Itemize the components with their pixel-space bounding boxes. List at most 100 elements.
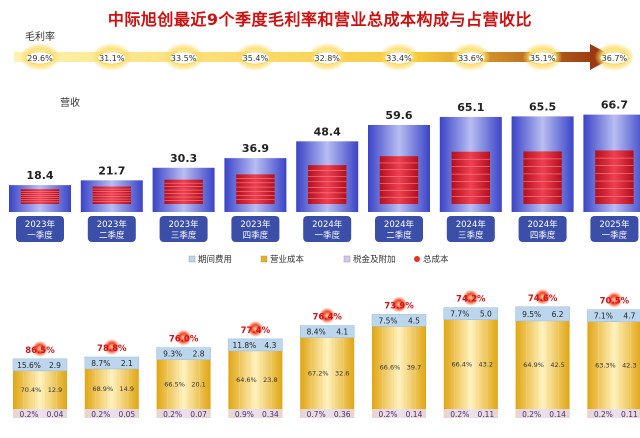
tax-amount-label: 0.07	[190, 410, 207, 419]
tax-segment	[156, 409, 211, 418]
margin-point	[528, 51, 557, 65]
period-expense-amount-label: 4.7	[623, 312, 635, 321]
legend-swatch	[188, 255, 196, 263]
total-cost-pct-label: 73.9%	[384, 301, 414, 311]
operating-cost-segment	[587, 321, 640, 418]
operating-cost-amount-label: 12.9	[48, 386, 62, 394]
operating-cost-segment	[300, 337, 355, 418]
revenue-value-label: 30.3	[170, 152, 197, 165]
legend-swatch	[343, 255, 351, 263]
quarter-label: 一季度	[602, 230, 628, 241]
operating-cost-amount-label: 42.5	[550, 361, 564, 369]
margin-point	[97, 51, 127, 65]
revenue-value-label: 59.6	[385, 109, 412, 122]
legend-label: 税金及附加	[353, 254, 396, 265]
quarter-year-label: 2023年	[25, 219, 56, 230]
operating-cost-pct-label: 63.3%	[595, 361, 616, 369]
margin-point	[384, 51, 414, 65]
revenue-bar-core	[379, 156, 419, 204]
operating-cost-pct-label: 64.6%	[236, 376, 257, 384]
total-cost-marker	[103, 338, 120, 355]
operating-cost-amount-label: 14.9	[120, 385, 134, 393]
margin-point	[456, 51, 486, 65]
period-expense-segment	[371, 314, 427, 327]
total-cost-marker	[32, 340, 48, 357]
tax-amount-label: 0.04	[47, 410, 64, 419]
tax-pct-label: 0.2%	[19, 410, 38, 419]
tax-segment	[587, 409, 640, 418]
quarter-label: 二季度	[99, 230, 125, 241]
legend-swatch	[260, 255, 268, 263]
operating-cost-segment	[515, 320, 570, 418]
total-cost-pct-label: 77.4%	[241, 326, 271, 336]
tax-amount-label: 0.14	[406, 410, 423, 419]
total-cost-pct-label: 76.0%	[169, 335, 199, 345]
revenue-label: 营收	[60, 96, 80, 109]
revenue-value-label: 21.7	[98, 164, 125, 177]
quarter-label: 三季度	[171, 230, 197, 241]
page-title: 中际旭创最近9个季度毛利率和营业总成本构成与占营收比	[107, 10, 533, 29]
tax-amount-label: 0.11	[477, 410, 494, 419]
total-cost-pct-label: 76.4%	[312, 313, 342, 323]
total-cost-pct-label: 86.5%	[25, 346, 55, 356]
period-expense-amount-label: 2.9	[49, 361, 61, 370]
legend-swatch	[414, 256, 420, 262]
legend-label: 期间费用	[198, 254, 232, 265]
revenue-value-label: 48.4	[314, 125, 341, 138]
operating-cost-amount-label: 39.7	[407, 364, 421, 372]
operating-cost-pct-label: 68.9%	[92, 385, 113, 393]
total-cost-marker	[534, 288, 551, 305]
revenue-bar-core	[307, 165, 347, 204]
quarter-label: 一季度	[314, 230, 340, 241]
quarter-label-box	[159, 216, 208, 242]
period-expense-segment	[443, 307, 499, 320]
quarter-year-label: 2024年	[312, 219, 343, 230]
quarter-year-label: 2024年	[528, 219, 559, 230]
tax-segment	[443, 409, 498, 418]
margin-arrow-shaft	[14, 52, 594, 62]
tax-pct-label: 0.9%	[235, 410, 254, 419]
tax-pct-label: 0.2%	[378, 410, 397, 419]
tax-amount-label: 0.36	[334, 410, 351, 419]
operating-cost-segment	[156, 359, 211, 418]
total-cost-pct-label: 70.5%	[600, 297, 630, 307]
tax-segment	[515, 409, 570, 418]
period-expense-pct-label: 15.6%	[17, 361, 41, 370]
period-expense-amount-label: 4.5	[408, 316, 420, 325]
period-expense-segment	[587, 309, 640, 322]
operating-cost-segment	[228, 350, 283, 418]
total-cost-pct-label: 74.2%	[456, 295, 486, 305]
period-expense-amount-label: 2.1	[121, 359, 133, 368]
revenue-bar-core	[20, 189, 60, 204]
margin-point	[312, 51, 342, 65]
period-expense-pct-label: 9.3%	[163, 350, 182, 359]
period-expense-pct-label: 8.7%	[91, 359, 110, 368]
operating-cost-pct-label: 67.2%	[308, 369, 329, 377]
period-expense-segment	[228, 338, 283, 352]
tax-amount-label: 0.11	[621, 410, 638, 419]
tax-pct-label: 0.2%	[163, 410, 182, 419]
quarter-label: 三季度	[458, 230, 484, 241]
margin-value-label: 35.1%	[530, 54, 556, 63]
total-cost-marker	[247, 320, 264, 337]
revenue-value-label: 66.7	[601, 99, 628, 112]
tax-segment	[13, 409, 67, 418]
operating-cost-pct-label: 66.5%	[164, 380, 185, 388]
revenue-bar-core	[92, 186, 132, 204]
period-expense-pct-label: 9.5%	[522, 310, 541, 319]
tax-pct-label: 0.2%	[91, 410, 110, 419]
quarter-label: 一季度	[27, 230, 53, 241]
revenue-value-label: 65.1	[457, 101, 484, 114]
operating-cost-pct-label: 70.4%	[21, 386, 42, 394]
quarter-label-box	[446, 216, 495, 242]
quarter-label-box	[87, 216, 136, 242]
tax-amount-label: 0.14	[549, 410, 566, 419]
operating-cost-amount-label: 20.1	[191, 380, 205, 388]
quarter-label: 四季度	[243, 230, 269, 241]
margin-point	[25, 51, 55, 65]
operating-cost-pct-label: 66.6%	[380, 364, 401, 372]
margin-value-label: 32.8%	[314, 54, 340, 63]
legend-label: 营业成本	[270, 254, 305, 265]
